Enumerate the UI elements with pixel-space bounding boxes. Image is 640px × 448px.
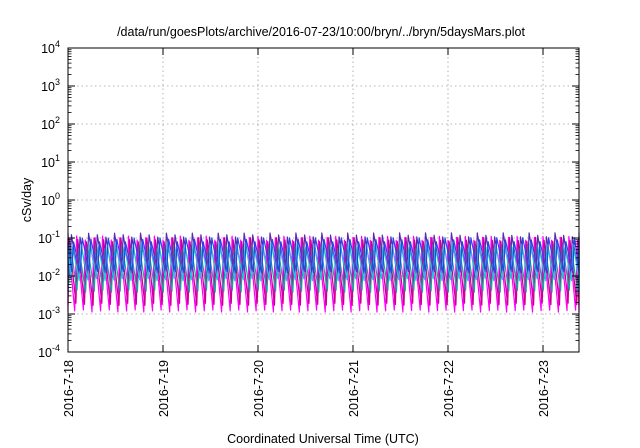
y-tick-label: 10-1 bbox=[38, 229, 60, 246]
x-tick-label: 2016-7-21 bbox=[347, 360, 361, 417]
y-axis-label: cSv/day bbox=[20, 177, 34, 222]
grid bbox=[68, 48, 579, 352]
series-line bbox=[67, 242, 580, 282]
x-tick-label: 2016-7-19 bbox=[157, 360, 171, 417]
series-line bbox=[67, 237, 580, 274]
y-tick-label: 104 bbox=[41, 39, 60, 56]
x-tick-label: 2016-7-20 bbox=[252, 360, 266, 417]
x-axis-label: Coordinated Universal Time (UTC) bbox=[227, 432, 419, 446]
chart-title: /data/run/goesPlots/archive/2016-07-23/1… bbox=[117, 25, 525, 39]
x-tick-label: 2016-7-22 bbox=[442, 360, 456, 417]
y-tick-label: 10-3 bbox=[38, 305, 60, 322]
x-tick-label: 2016-7-23 bbox=[537, 360, 551, 417]
y-tick-label: 103 bbox=[41, 77, 60, 94]
series-line bbox=[67, 243, 580, 293]
y-tick-label: 101 bbox=[41, 153, 60, 170]
axis-ticks: 10-4 10-3 10-2 10-1 100 101 102 103 104 2016-7-18… bbox=[38, 39, 579, 417]
x-tick-label: 2016-7-18 bbox=[62, 360, 76, 417]
y-tick-label: 100 bbox=[41, 191, 60, 208]
y-tick-label: 10-2 bbox=[38, 267, 60, 284]
data-series bbox=[67, 232, 580, 313]
y-tick-label: 102 bbox=[41, 115, 60, 132]
y-tick-label: 10-4 bbox=[38, 343, 60, 360]
